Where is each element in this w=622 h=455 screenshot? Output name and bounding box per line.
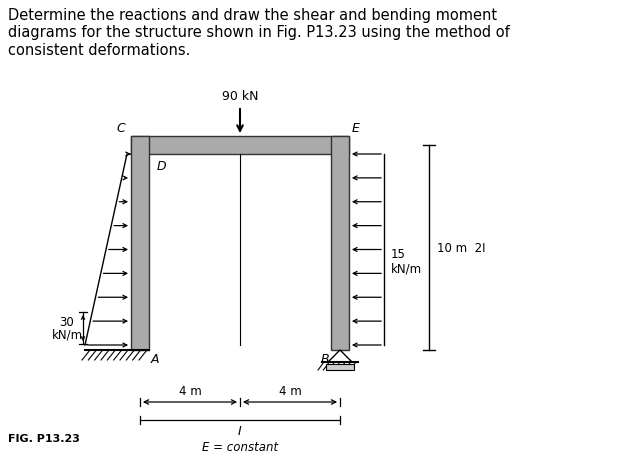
Text: 30: 30 [60,315,75,328]
Text: D: D [157,160,167,172]
Bar [326,364,354,370]
Bar [131,136,349,155]
Text: B: B [320,352,329,365]
Polygon shape [328,350,352,362]
Text: 90 kN: 90 kN [222,90,258,103]
Text: kN/m: kN/m [52,327,83,340]
Bar [331,136,349,350]
Text: 15: 15 [391,248,406,260]
Text: E = constant: E = constant [202,440,278,453]
Text: Determine the reactions and draw the shear and bending moment
diagrams for the s: Determine the reactions and draw the she… [8,8,510,58]
Text: FIG. P13.23: FIG. P13.23 [8,433,80,443]
Bar [131,136,149,350]
Text: E: E [352,122,360,135]
Text: kN/m: kN/m [391,262,422,274]
Text: 10 m  2I: 10 m 2I [437,242,486,254]
Text: I: I [238,424,242,437]
Text: 4 m: 4 m [279,384,302,397]
Text: A: A [151,352,159,365]
Text: C: C [116,122,125,135]
Text: 4 m: 4 m [179,384,202,397]
